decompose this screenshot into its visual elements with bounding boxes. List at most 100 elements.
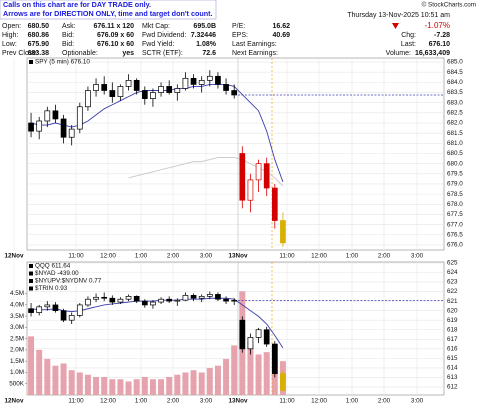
x-tick-label: 2:00 (167, 398, 180, 405)
y-tick-label: 621 (447, 298, 458, 305)
volume-bar (190, 370, 197, 395)
notice-box (0, 0, 217, 20)
y-tick-label: 612 (447, 384, 458, 391)
candle-body (158, 86, 164, 93)
candle-body (133, 295, 140, 302)
volume-bar (44, 358, 51, 395)
field-label: P/E: (232, 23, 245, 30)
volume-bar (223, 358, 230, 395)
candle-body (60, 310, 67, 321)
x-tick-label: 11:00 (279, 398, 295, 405)
x-tick-label: 3:00 (411, 253, 424, 260)
volume-bar (263, 352, 270, 395)
y-tick-label: 683.5 (447, 89, 463, 96)
candle-body (174, 88, 181, 93)
volume-bar (68, 370, 75, 395)
y-tick-label: 614 (447, 365, 458, 372)
y-tick-label: 618 (447, 326, 458, 333)
candle-body (85, 298, 91, 306)
candle-body (215, 294, 221, 300)
x-tick-label: 13Nov (229, 253, 248, 260)
volume-bar (141, 376, 148, 395)
y-tick-label: 625 (447, 260, 458, 267)
y-tick-label: 677.5 (447, 211, 463, 218)
y-tick-label: 684.5 (447, 69, 463, 76)
x-tick-label: 1:00 (346, 398, 359, 405)
candle-body (109, 90, 116, 97)
volume-bar (125, 381, 132, 395)
field-label: Next Earnings: (232, 50, 278, 57)
field-value: 680.50 (28, 23, 50, 30)
field-label: Fwd Dividend: (142, 32, 186, 39)
x-tick-label: 2:00 (378, 398, 391, 405)
volume-bar (101, 376, 108, 395)
legend-label: $TRIN 0.93 (35, 285, 68, 292)
field-label: Last: (401, 41, 416, 48)
field-value: 40.69 (272, 32, 290, 39)
y-tick-label: 617 (447, 336, 458, 343)
candle-body (206, 294, 213, 297)
candle-body (150, 92, 156, 99)
y-tick-label: 683.0 (447, 99, 463, 106)
x-tick-label: 13Nov (229, 398, 248, 405)
field-value: 7.32446 (191, 32, 216, 39)
x-tick-label: 12:00 (311, 398, 327, 405)
candle-body (280, 220, 286, 244)
y-tick-label: 624 (447, 269, 458, 276)
copyright: © StockCharts.com (422, 1, 476, 9)
y-tick-label: 679.0 (447, 181, 463, 188)
volume-bar (158, 379, 165, 395)
candle-body (247, 337, 254, 350)
volume-bar (206, 367, 213, 395)
x-tick-label: 1:00 (346, 253, 359, 260)
y-tick-label: 616 (447, 345, 458, 352)
y-tick-label: 685.0 (447, 59, 463, 66)
y-tick-label: 678.5 (447, 191, 463, 198)
notice-line: Calls on this chart are for DAY TRADE on… (3, 0, 151, 9)
candle-body (158, 298, 164, 303)
candle-body (231, 90, 238, 96)
candle-body (198, 79, 205, 85)
candle-body (174, 299, 181, 302)
volume-tick-label: 500K (9, 380, 25, 387)
candle-body (125, 79, 132, 87)
volume-bar (109, 379, 116, 395)
candle-body (141, 300, 148, 306)
volume-bar (76, 372, 83, 395)
candle-body (271, 187, 278, 221)
y-tick-label: 680.5 (447, 150, 463, 157)
x-tick-label: 11:00 (68, 398, 84, 405)
y-tick-label: 681.0 (447, 140, 463, 147)
volume-tick-label: 3.5M (10, 313, 24, 320)
candle-body (101, 296, 108, 299)
candle-body (182, 295, 189, 301)
field-label: High: (2, 32, 18, 39)
volume-bar (93, 376, 100, 395)
volume-bar (28, 336, 35, 395)
candle-body (206, 75, 213, 81)
candle-body (117, 298, 124, 303)
field-value: 676.10 (429, 41, 451, 48)
candle-body (166, 86, 173, 93)
field-value: 680.86 (28, 32, 50, 39)
volume-bar (247, 340, 254, 395)
volume-bar (133, 379, 140, 395)
legend-swatch (29, 279, 33, 283)
field-label: Low: (2, 41, 17, 48)
candle-body (255, 163, 262, 181)
candle-body (190, 295, 197, 299)
field-label: Bid: (62, 32, 74, 39)
candle-body (36, 120, 43, 132)
candle-body (109, 297, 116, 303)
x-tick-label: 12Nov (5, 253, 24, 260)
y-tick-label: 682.0 (447, 120, 463, 127)
candle-body (255, 329, 262, 338)
field-value: yes (122, 50, 134, 57)
plot-area (26, 57, 445, 251)
x-tick-label: 3:00 (200, 398, 213, 405)
notice-line: Arrows are for DIRECTION ONLY, time and … (3, 9, 213, 18)
candle-body (44, 304, 51, 308)
y-tick-label: 679.5 (447, 170, 463, 177)
